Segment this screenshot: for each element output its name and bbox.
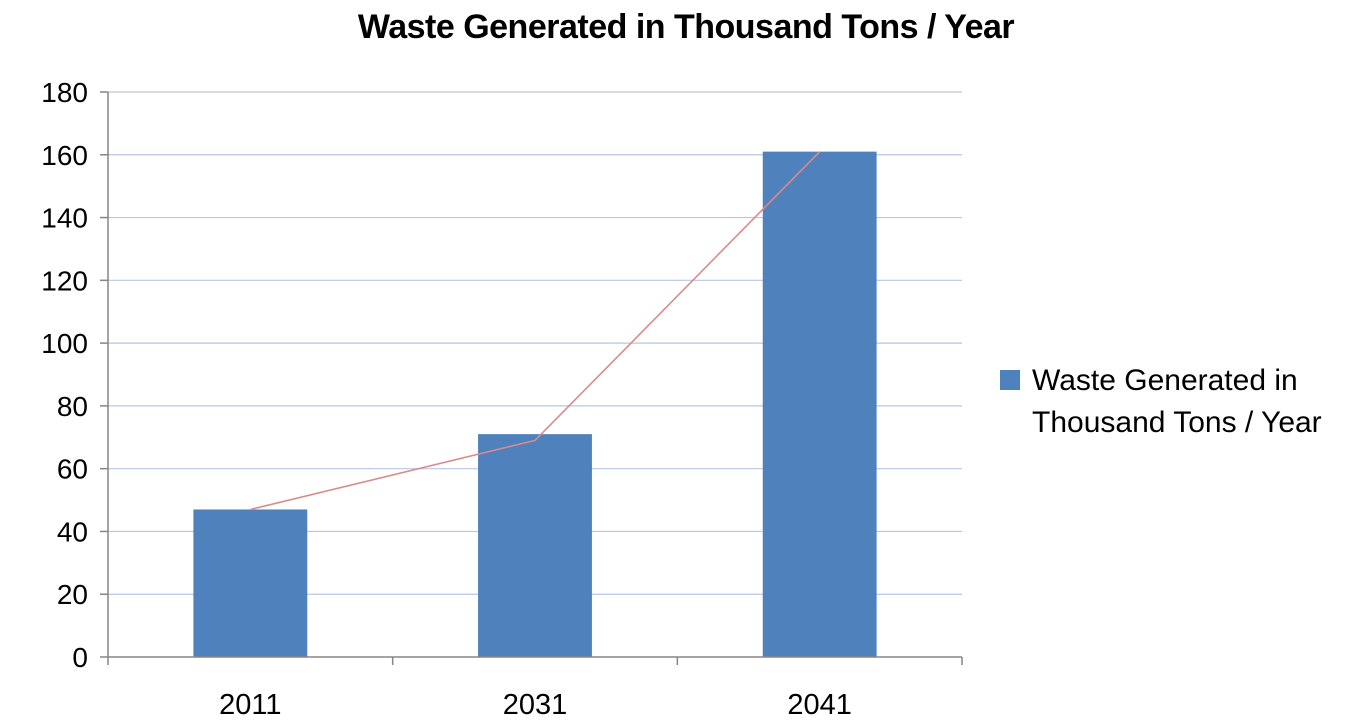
y-tick-label: 120 <box>41 265 88 296</box>
chart-title: Waste Generated in Thousand Tons / Year <box>357 8 1015 46</box>
y-tick-label: 80 <box>57 391 88 422</box>
bar-2041 <box>762 151 877 657</box>
trend-line <box>250 151 821 511</box>
y-tick-label: 40 <box>57 516 88 547</box>
y-tick-label: 0 <box>72 642 88 673</box>
bars <box>193 151 877 657</box>
legend-swatch <box>1000 370 1020 390</box>
bar-2011 <box>193 509 308 657</box>
y-tick-labels: 0 20 40 60 80 100 120 140 160 180 <box>41 77 88 673</box>
bar-2031 <box>478 434 592 657</box>
x-tick-label: 2041 <box>787 689 852 721</box>
y-tick-label: 140 <box>41 203 88 234</box>
y-tick-label: 20 <box>57 579 88 610</box>
x-tick-label: 2031 <box>503 689 568 721</box>
y-tick-label: 180 <box>41 77 88 108</box>
y-tick-label: 60 <box>57 454 88 485</box>
x-tick-labels: 2011 2031 2041 <box>219 689 852 721</box>
y-tick-label: 100 <box>41 328 88 359</box>
trend-polyline <box>250 151 821 511</box>
legend-label: Waste Generated in Thousand Tons / Year <box>1032 364 1322 439</box>
axes <box>100 91 963 665</box>
x-tick-label: 2011 <box>219 689 281 721</box>
y-tick-label: 160 <box>41 140 88 171</box>
